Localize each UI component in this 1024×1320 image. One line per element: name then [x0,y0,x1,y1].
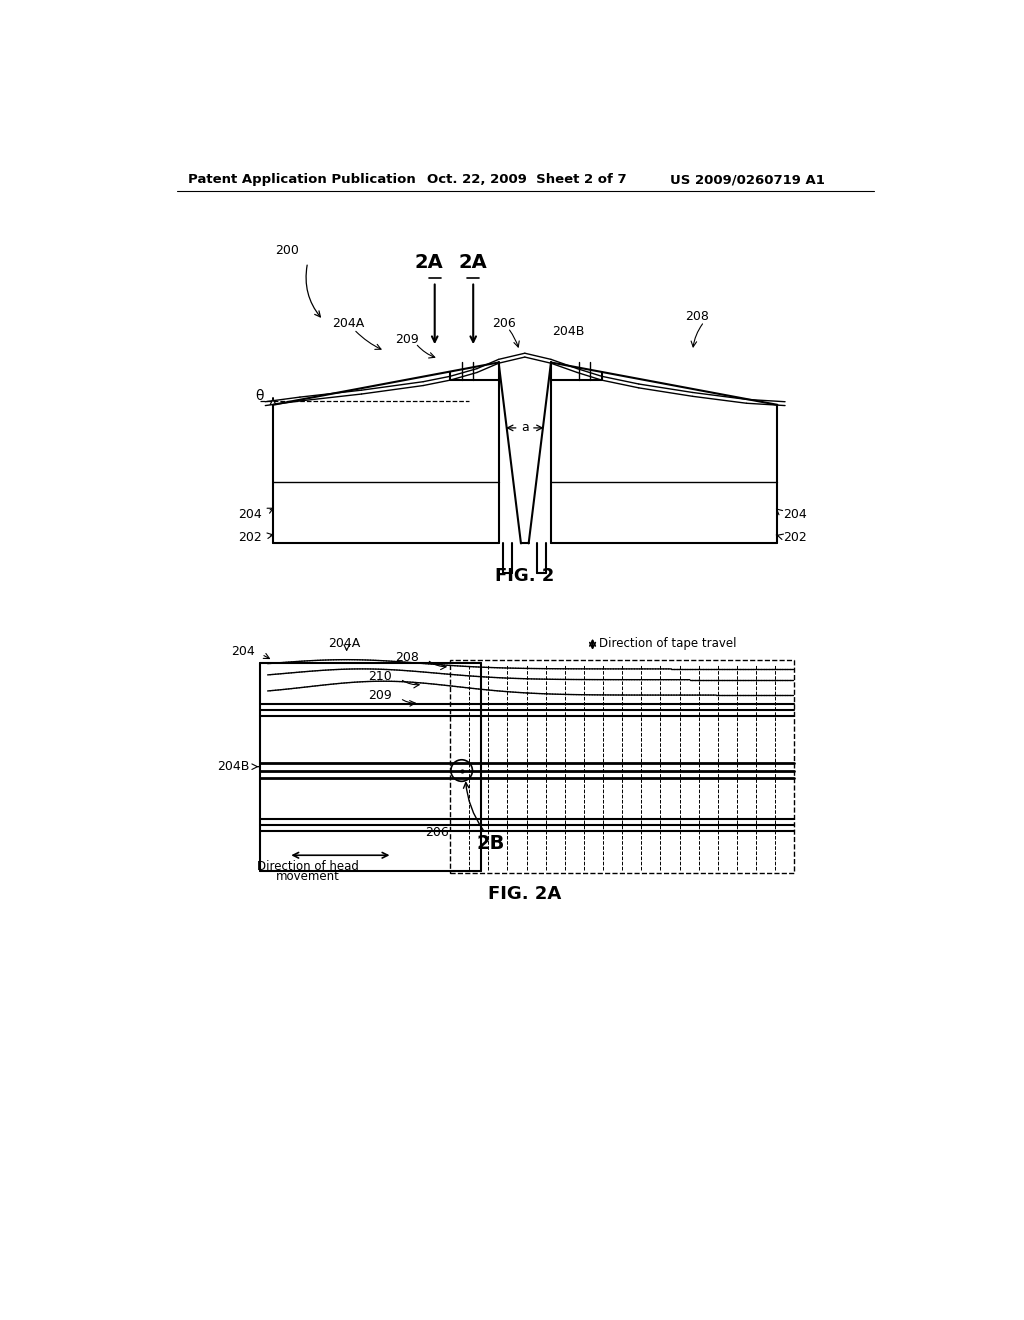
Text: Patent Application Publication: Patent Application Publication [188,173,416,186]
Text: 204A: 204A [333,317,365,330]
Text: 204: 204 [238,508,261,520]
Bar [451,660,795,873]
Text: 210: 210 [369,671,392,684]
Text: movement: movement [275,870,340,883]
Text: FIG. 2: FIG. 2 [496,566,554,585]
Text: 204: 204 [231,644,255,657]
Text: 209: 209 [369,689,392,702]
Text: US 2009/0260719 A1: US 2009/0260719 A1 [670,173,824,186]
Text: 208: 208 [394,651,419,664]
Text: 206: 206 [425,825,449,838]
Text: 2A: 2A [459,253,487,272]
Text: Oct. 22, 2009  Sheet 2 of 7: Oct. 22, 2009 Sheet 2 of 7 [427,173,627,186]
Text: 204A: 204A [328,638,359,649]
Text: 2B: 2B [477,834,505,853]
Text: 204B: 204B [553,325,585,338]
Text: 208: 208 [685,310,709,323]
Text: 2A: 2A [415,253,443,272]
Text: 206: 206 [493,317,516,330]
Text: 200: 200 [275,244,299,257]
Text: 202: 202 [783,531,807,544]
Text: 204: 204 [783,508,807,520]
Text: Direction of head: Direction of head [257,861,358,874]
Text: a: a [521,421,528,434]
Text: 202: 202 [238,531,261,544]
Text: FIG. 2A: FIG. 2A [488,884,561,903]
Text: θ: θ [255,388,264,403]
Text: Direction of tape travel: Direction of tape travel [599,638,736,649]
Text: 209: 209 [394,333,419,346]
Text: 204B: 204B [217,760,250,774]
